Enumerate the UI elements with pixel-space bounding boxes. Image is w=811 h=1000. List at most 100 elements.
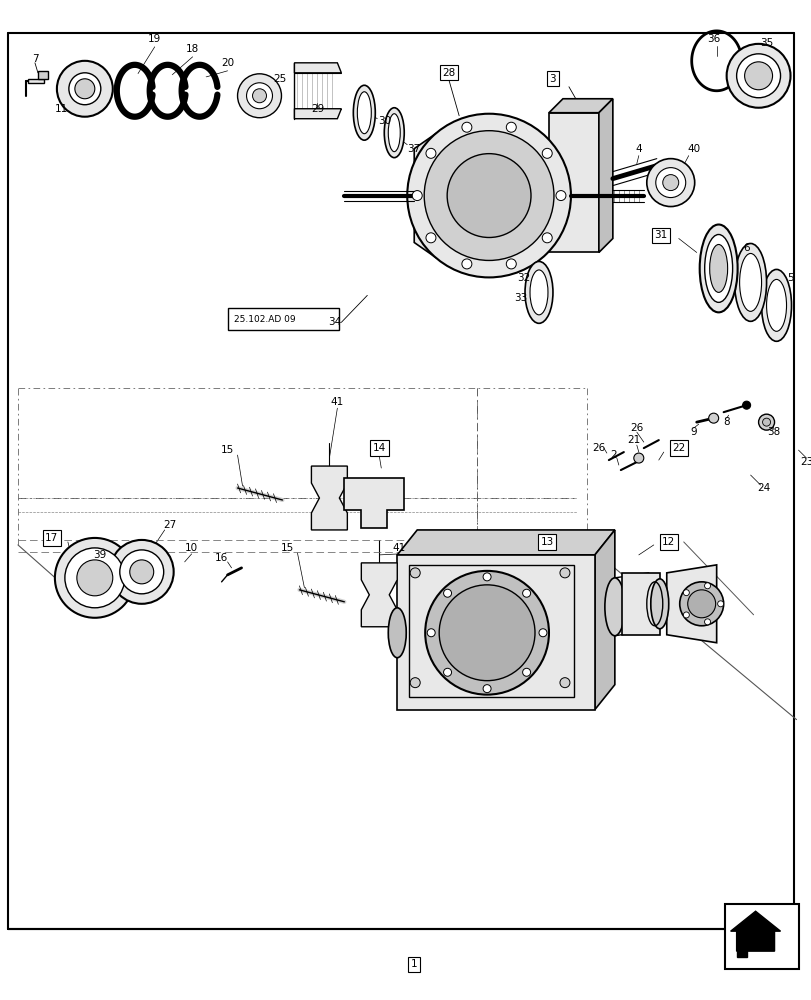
Text: 40: 40: [686, 144, 699, 154]
Text: 29: 29: [311, 104, 324, 114]
Polygon shape: [294, 63, 341, 73]
Circle shape: [679, 582, 723, 626]
Ellipse shape: [704, 234, 732, 302]
Text: 3: 3: [549, 74, 556, 84]
Ellipse shape: [384, 108, 404, 158]
Circle shape: [410, 678, 420, 688]
Text: 1: 1: [410, 959, 417, 969]
Text: 34: 34: [328, 317, 341, 327]
Text: 15: 15: [281, 543, 294, 553]
Text: 41: 41: [330, 397, 344, 407]
Polygon shape: [361, 563, 397, 627]
Circle shape: [427, 629, 435, 637]
Polygon shape: [414, 133, 436, 258]
Circle shape: [69, 73, 101, 105]
Polygon shape: [470, 638, 528, 685]
Circle shape: [426, 233, 436, 243]
Circle shape: [423, 131, 553, 260]
Text: 2: 2: [610, 450, 616, 460]
Circle shape: [109, 540, 174, 604]
Text: 38: 38: [766, 427, 779, 437]
Polygon shape: [736, 951, 745, 957]
Circle shape: [522, 589, 530, 597]
Text: 39: 39: [93, 550, 106, 560]
Polygon shape: [344, 478, 404, 528]
Circle shape: [736, 54, 779, 98]
Text: 5: 5: [786, 273, 793, 283]
Bar: [409, 565, 573, 697]
Circle shape: [708, 413, 718, 423]
Circle shape: [560, 568, 569, 578]
Text: 20: 20: [221, 58, 234, 68]
Circle shape: [757, 414, 774, 430]
Circle shape: [425, 571, 548, 695]
Text: 36: 36: [706, 34, 719, 44]
Circle shape: [65, 548, 125, 608]
Circle shape: [120, 550, 164, 594]
Ellipse shape: [766, 279, 786, 331]
Text: 15: 15: [221, 445, 234, 455]
Bar: [227, 308, 339, 330]
Circle shape: [633, 453, 643, 463]
Circle shape: [744, 62, 771, 90]
Text: 14: 14: [372, 443, 385, 453]
Circle shape: [461, 259, 471, 269]
Text: 32: 32: [517, 273, 530, 283]
Ellipse shape: [699, 225, 736, 312]
Circle shape: [522, 668, 530, 676]
Text: 26: 26: [591, 443, 605, 453]
Circle shape: [683, 612, 689, 618]
Text: 31: 31: [654, 230, 667, 240]
Polygon shape: [125, 73, 144, 109]
Circle shape: [483, 573, 491, 581]
Circle shape: [704, 583, 710, 589]
Text: 24: 24: [756, 483, 770, 493]
Text: 9: 9: [689, 427, 696, 437]
Text: 10: 10: [185, 543, 198, 553]
Circle shape: [683, 590, 689, 596]
Polygon shape: [397, 530, 614, 555]
Circle shape: [662, 175, 678, 191]
Circle shape: [447, 154, 530, 237]
Text: 35: 35: [759, 38, 772, 48]
Ellipse shape: [734, 243, 766, 321]
Circle shape: [247, 83, 272, 109]
Ellipse shape: [761, 269, 791, 341]
Text: 12: 12: [661, 537, 675, 547]
Text: 13: 13: [539, 537, 553, 547]
Ellipse shape: [604, 578, 624, 636]
Circle shape: [726, 44, 790, 108]
Polygon shape: [397, 555, 594, 710]
Text: 25: 25: [272, 74, 285, 84]
Circle shape: [443, 589, 451, 597]
Circle shape: [560, 678, 569, 688]
Text: 7: 7: [32, 54, 38, 64]
Circle shape: [646, 159, 694, 207]
Polygon shape: [157, 73, 178, 109]
Text: 18: 18: [186, 44, 199, 54]
Text: 28: 28: [442, 68, 455, 78]
Ellipse shape: [650, 579, 668, 629]
Circle shape: [483, 685, 491, 693]
Polygon shape: [548, 113, 599, 252]
Polygon shape: [730, 911, 779, 951]
Circle shape: [412, 191, 422, 201]
Polygon shape: [190, 73, 209, 109]
Bar: [723, 904, 797, 969]
Polygon shape: [28, 79, 44, 83]
Ellipse shape: [525, 261, 552, 323]
Text: 8: 8: [723, 417, 729, 427]
Text: 4: 4: [635, 144, 642, 154]
Polygon shape: [294, 109, 341, 119]
Text: 19: 19: [148, 34, 161, 44]
Circle shape: [77, 560, 113, 596]
Circle shape: [506, 122, 516, 132]
Text: 30: 30: [377, 116, 390, 126]
Ellipse shape: [388, 114, 400, 152]
Text: 22: 22: [672, 443, 684, 453]
Polygon shape: [666, 565, 716, 643]
Text: 26: 26: [629, 423, 642, 433]
Circle shape: [717, 601, 723, 607]
Circle shape: [655, 168, 684, 198]
Circle shape: [130, 560, 153, 584]
